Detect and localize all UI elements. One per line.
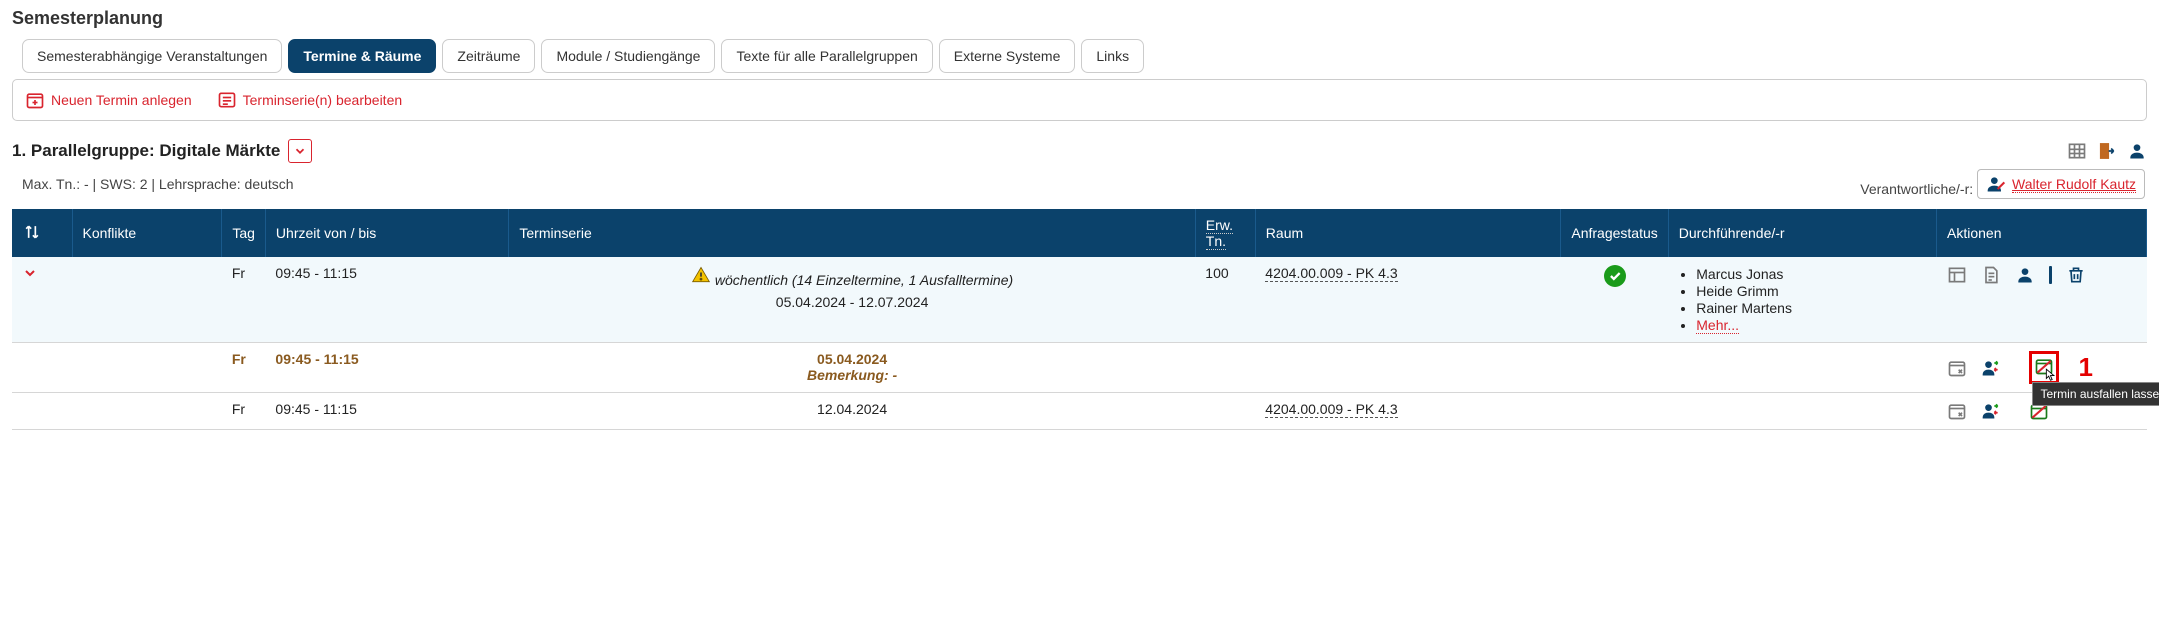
person-item: Marcus Jonas bbox=[1696, 266, 1926, 282]
table-row-single: Fr 09:45 - 11:15 12.04.2024 4204.00.009 … bbox=[12, 393, 2147, 430]
table-row-series: Fr 09:45 - 11:15 wöchentlich (14 Einzelt… bbox=[12, 257, 2147, 343]
person-remove-icon bbox=[1986, 174, 2006, 194]
door-exit-icon[interactable] bbox=[2097, 141, 2117, 161]
schedule-table: Konflikte Tag Uhrzeit von / bis Terminse… bbox=[12, 209, 2147, 430]
room-link[interactable]: 4204.00.009 - PK 4.3 bbox=[1265, 401, 1397, 418]
cell-tag: Fr bbox=[222, 257, 266, 343]
cell-uhrzeit: 09:45 - 11:15 bbox=[265, 393, 508, 430]
tab-termine-raeume[interactable]: Termine & Räume bbox=[288, 39, 436, 73]
col-sort[interactable] bbox=[12, 209, 72, 257]
document-icon[interactable] bbox=[1981, 265, 2001, 285]
status-ok-icon bbox=[1604, 265, 1626, 287]
col-aktionen: Aktionen bbox=[1937, 209, 2147, 257]
serie-dates: 05.04.2024 - 12.07.2024 bbox=[519, 294, 1185, 310]
sub-row-actions: Termin ausfallen lassen 1 bbox=[1947, 351, 2137, 384]
details-icon[interactable] bbox=[1947, 265, 1967, 285]
tab-bar: Semesterabhängige Veranstaltungen Termin… bbox=[12, 39, 2147, 73]
col-uhrzeit: Uhrzeit von / bis bbox=[265, 209, 508, 257]
tab-module[interactable]: Module / Studiengänge bbox=[541, 39, 715, 73]
col-durchf: Durchführende/-r bbox=[1668, 209, 1936, 257]
tab-veranstaltungen[interactable]: Semesterabhängige Veranstaltungen bbox=[22, 39, 282, 73]
cell-bemerk: Bemerkung: - bbox=[519, 367, 1185, 383]
col-raum: Raum bbox=[1255, 209, 1561, 257]
row-actions bbox=[1947, 265, 2137, 285]
tab-externe[interactable]: Externe Systeme bbox=[939, 39, 1076, 73]
group-meta-row: Max. Tn.: - | SWS: 2 | Lehrsprache: deut… bbox=[22, 169, 2145, 199]
col-terminserie: Terminserie bbox=[509, 209, 1195, 257]
page-title: Semesterplanung bbox=[12, 8, 2147, 29]
serie-text: wöchentlich (14 Einzeltermine, 1 Ausfall… bbox=[715, 272, 1013, 288]
persons-list: Marcus Jonas Heide Grimm Rainer Martens … bbox=[1678, 266, 1926, 333]
cell-tag: Fr bbox=[222, 343, 266, 393]
warning-icon bbox=[691, 265, 711, 285]
toolbar: Neuen Termin anlegen Terminserie(n) bear… bbox=[12, 79, 2147, 121]
person-action-icon[interactable] bbox=[2015, 265, 2035, 285]
callout-number: 1 bbox=[2079, 352, 2093, 383]
col-tag: Tag bbox=[222, 209, 266, 257]
tooltip: Termin ausfallen lassen bbox=[2032, 382, 2159, 406]
cell-erw: 100 bbox=[1195, 257, 1255, 343]
calendar-plus-icon bbox=[25, 90, 45, 110]
mehr-link[interactable]: Mehr... bbox=[1696, 317, 1739, 334]
calendar-edit-icon[interactable] bbox=[1947, 358, 1967, 378]
calendar-edit-icon[interactable] bbox=[1947, 401, 1967, 421]
group-dropdown-button[interactable] bbox=[288, 139, 312, 163]
edit-series-label: Terminserie(n) bearbeiten bbox=[243, 92, 403, 108]
col-konflikte: Konflikte bbox=[72, 209, 222, 257]
new-termin-label: Neuen Termin anlegen bbox=[51, 92, 192, 108]
cell-date: 12.04.2024 bbox=[519, 401, 1185, 417]
col-anfragestatus: Anfragestatus bbox=[1561, 209, 1668, 257]
edit-list-icon bbox=[217, 90, 237, 110]
group-meta: Max. Tn.: - | SWS: 2 | Lehrsprache: deut… bbox=[22, 176, 294, 192]
person-item: Rainer Martens bbox=[1696, 300, 1926, 316]
grid-icon[interactable] bbox=[2067, 141, 2087, 161]
person-swap-icon[interactable] bbox=[1981, 401, 2001, 421]
cell-date: 05.04.2024 bbox=[519, 351, 1185, 367]
cell-tag: Fr bbox=[222, 393, 266, 430]
tab-links[interactable]: Links bbox=[1081, 39, 1144, 73]
responsible-person-link[interactable]: Walter Rudolf Kautz bbox=[2012, 176, 2136, 193]
separator bbox=[2049, 266, 2052, 284]
group-title: 1. Parallelgruppe: Digitale Märkte bbox=[12, 141, 280, 161]
trash-icon[interactable] bbox=[2066, 265, 2086, 285]
new-termin-link[interactable]: Neuen Termin anlegen bbox=[25, 90, 192, 110]
col-erw: Erw. Tn. bbox=[1195, 209, 1255, 257]
person-icon[interactable] bbox=[2127, 141, 2147, 161]
cancel-termin-icon-highlighted[interactable]: Termin ausfallen lassen bbox=[2029, 351, 2059, 384]
tab-zeitraeume[interactable]: Zeiträume bbox=[442, 39, 535, 73]
group-header: 1. Parallelgruppe: Digitale Märkte bbox=[12, 139, 2147, 163]
person-swap-icon[interactable] bbox=[1981, 358, 2001, 378]
expand-row-icon[interactable] bbox=[22, 265, 38, 281]
resp-label: Verantwortliche/-r: bbox=[1860, 181, 1973, 197]
edit-series-link[interactable]: Terminserie(n) bearbeiten bbox=[217, 90, 403, 110]
person-item: Heide Grimm bbox=[1696, 283, 1926, 299]
cell-uhrzeit: 09:45 - 11:15 bbox=[265, 343, 508, 393]
cell-uhrzeit: 09:45 - 11:15 bbox=[265, 257, 508, 343]
tab-texte[interactable]: Texte für alle Parallelgruppen bbox=[721, 39, 932, 73]
room-link[interactable]: 4204.00.009 - PK 4.3 bbox=[1265, 265, 1397, 282]
table-row-single: Fr 09:45 - 11:15 05.04.2024 Bemerkung: - bbox=[12, 343, 2147, 393]
